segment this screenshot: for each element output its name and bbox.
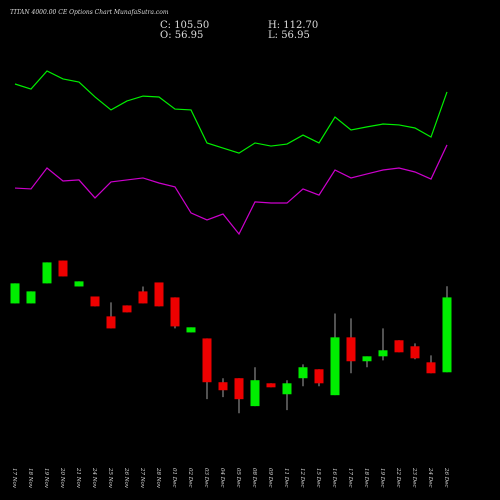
candle-body bbox=[442, 297, 452, 373]
x-tick-label: 18 Dec bbox=[363, 468, 369, 488]
x-tick-label: 24 Nov bbox=[91, 467, 97, 489]
candle-body bbox=[186, 327, 196, 333]
x-tick-label: 19 Dec bbox=[379, 468, 385, 488]
candle-body bbox=[202, 338, 212, 383]
x-tick-label: 12 Dec bbox=[299, 468, 305, 488]
candle-body bbox=[10, 283, 20, 304]
candle-body bbox=[26, 291, 36, 304]
x-tick-label: 20 Nov bbox=[59, 467, 65, 489]
candle-body bbox=[122, 305, 132, 313]
x-tick-label: 19 Nov bbox=[43, 468, 49, 489]
candle-body bbox=[106, 316, 116, 329]
x-tick-label: 16 Dec bbox=[331, 468, 337, 488]
candle-body bbox=[378, 350, 388, 357]
candle-body bbox=[282, 383, 292, 395]
candle-body bbox=[426, 362, 436, 374]
candle-body bbox=[74, 281, 84, 287]
x-tick-label: 26 Nov bbox=[123, 467, 129, 489]
high-label: H: 112.70 bbox=[268, 20, 318, 31]
x-tick-label: 28 Nov bbox=[155, 467, 161, 489]
candle-body bbox=[154, 282, 164, 307]
chart-title: TITAN 4000.00 CE Options Chart MunafaSut… bbox=[10, 9, 169, 16]
x-tick-label: 21 Nov bbox=[75, 467, 81, 489]
x-tick-label: 23 Dec bbox=[411, 467, 417, 488]
candle-body bbox=[250, 380, 260, 407]
x-tick-label: 24 Dec bbox=[427, 467, 433, 488]
x-tick-label: 01 Dec bbox=[171, 468, 177, 488]
x-tick-label: 26 Dec bbox=[443, 467, 449, 488]
x-tick-label: 27 Nov bbox=[139, 467, 145, 489]
x-tick-label: 02 Dec bbox=[187, 468, 193, 488]
candle-body bbox=[298, 367, 308, 379]
x-tick-label: 09 Dec bbox=[267, 468, 273, 488]
x-tick-label: 05 Dec bbox=[235, 468, 241, 488]
x-tick-label: 04 Dec bbox=[219, 468, 225, 488]
x-tick-label: 08 Dec bbox=[251, 468, 257, 488]
candle-body bbox=[234, 378, 244, 400]
candle-body bbox=[170, 297, 180, 327]
x-tick-label: 17 Nov bbox=[11, 468, 17, 489]
open-label: O: 56.95 bbox=[160, 30, 203, 41]
close-label: C: 105.50 bbox=[160, 20, 209, 31]
candle-body bbox=[90, 296, 100, 307]
x-tick-label: 18 Nov bbox=[27, 468, 33, 489]
indicator-line bbox=[14, 70, 448, 154]
candle-body bbox=[394, 340, 404, 353]
candle-body bbox=[410, 346, 420, 359]
x-tick-label: 03 Dec bbox=[203, 468, 209, 488]
candle-body bbox=[218, 382, 228, 391]
low-label: L: 56.95 bbox=[268, 30, 310, 41]
candle-body bbox=[314, 369, 324, 384]
candle-body bbox=[138, 291, 148, 304]
candle-body bbox=[266, 383, 276, 388]
candle-body bbox=[346, 337, 356, 362]
indicator-line bbox=[14, 144, 448, 236]
candle-body bbox=[58, 260, 68, 277]
x-tick-label: 22 Dec bbox=[395, 467, 401, 488]
candle-body bbox=[362, 356, 372, 362]
x-tick-label: 15 Dec bbox=[315, 468, 321, 488]
x-tick-label: 25 Nov bbox=[107, 467, 113, 489]
candle-body bbox=[42, 262, 52, 284]
x-tick-label: 17 Dec bbox=[347, 468, 353, 488]
candle-body bbox=[330, 337, 340, 396]
x-tick-label: 11 Dec bbox=[283, 468, 289, 488]
